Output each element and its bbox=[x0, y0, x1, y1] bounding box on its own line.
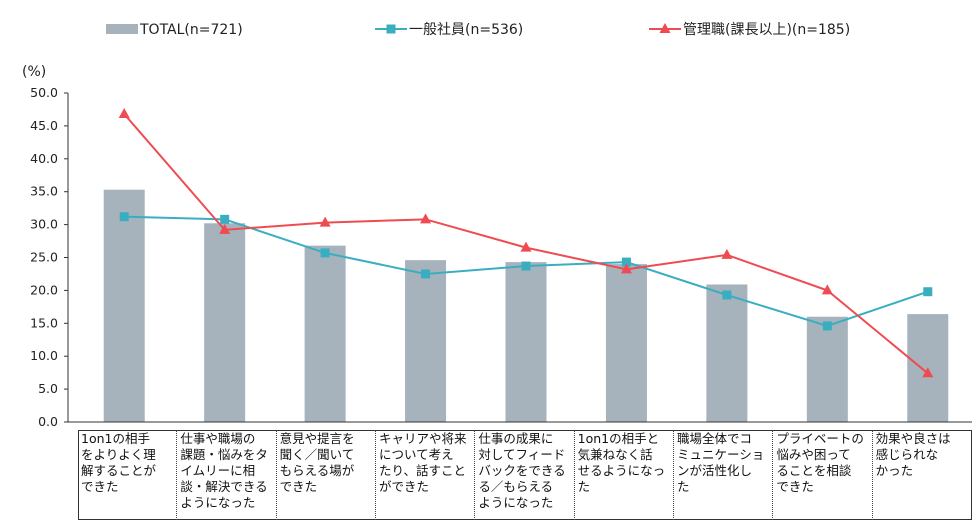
x-category-label: 意見や提言を 聞く／聞いて もらえる場が できた bbox=[277, 430, 376, 520]
y-tick-label: 40.0 bbox=[30, 151, 58, 166]
legend-marker bbox=[659, 23, 671, 33]
x-category-label: 1on1の相手と 気兼ねなく話 せるようになっ た bbox=[575, 430, 674, 520]
y-unit-label: (%) bbox=[22, 64, 46, 80]
triangle-marker bbox=[420, 213, 432, 224]
y-tick-label: 30.0 bbox=[30, 217, 58, 232]
y-tick-label: 25.0 bbox=[30, 250, 58, 265]
line-series bbox=[118, 108, 934, 378]
triangle-marker bbox=[319, 216, 331, 227]
triangle-marker bbox=[922, 367, 934, 378]
legend-label: 一般社員(n=536) bbox=[409, 22, 523, 38]
y-tick-label: 5.0 bbox=[38, 381, 58, 396]
bar bbox=[405, 260, 447, 422]
x-category-label: プライベートの 悩みや困って ることを相談 できた bbox=[773, 430, 873, 520]
y-tick-label: 15.0 bbox=[30, 315, 58, 330]
legend-marker bbox=[386, 24, 396, 34]
square-marker bbox=[220, 214, 230, 224]
bar bbox=[806, 316, 848, 422]
y-tick-label: 0.0 bbox=[38, 414, 58, 429]
bar bbox=[103, 189, 145, 422]
y-tick-label: 10.0 bbox=[30, 348, 58, 363]
square-marker bbox=[722, 290, 732, 300]
legend-label: TOTAL(n=721) bbox=[139, 22, 243, 38]
x-category-label: 効果や良さは 感じられな かった bbox=[875, 431, 951, 478]
bar bbox=[304, 245, 346, 422]
square-marker bbox=[421, 269, 431, 279]
triangle-marker bbox=[620, 263, 632, 274]
bar-series bbox=[103, 189, 949, 422]
triangle-marker bbox=[118, 108, 130, 119]
bar bbox=[505, 262, 547, 422]
triangle-marker bbox=[520, 241, 532, 252]
square-marker bbox=[923, 287, 933, 297]
chart-area: TOTAL(n=721) 一般社員(n=536) 管理職(課長以上)(n=185) … bbox=[22, 22, 972, 429]
square-marker bbox=[521, 261, 531, 271]
bar bbox=[706, 284, 748, 422]
square-marker bbox=[119, 212, 129, 222]
legend-label: 管理職(課長以上)(n=185) bbox=[683, 22, 850, 38]
y-tick-label: 20.0 bbox=[30, 282, 58, 297]
y-tick-label: 35.0 bbox=[30, 184, 58, 199]
x-category-label: 職場全体でコ ミュニケーショ ンが活性化し た bbox=[674, 430, 774, 520]
y-tick-label: 45.0 bbox=[30, 118, 58, 133]
legend: TOTAL(n=721) 一般社員(n=536) 管理職(課長以上)(n=185) bbox=[106, 22, 850, 38]
bar bbox=[605, 264, 647, 422]
square-marker bbox=[320, 248, 330, 258]
triangle-marker bbox=[219, 223, 231, 234]
triangle-marker bbox=[821, 284, 833, 295]
y-tick-label: 50.0 bbox=[30, 85, 58, 100]
square-marker bbox=[822, 321, 832, 331]
triangle-marker bbox=[721, 248, 733, 259]
x-category-label: 仕事の成果に 対してフィード バックをできる る／もらえる ようになった bbox=[475, 430, 575, 520]
x-category-label: 仕事や職場の 課題・悩みをタ イムリーに相 談・解決できる ようになった bbox=[177, 430, 277, 520]
bar bbox=[204, 223, 246, 422]
x-category-label: キャリアや将来 について考え たり、話すこと ができた bbox=[376, 430, 476, 520]
category-table bbox=[78, 430, 972, 520]
y-axis: 0.0 5.0 10.0 15.0 20.0 25.0 30.0 35.0 40.0 45.0 50… bbox=[30, 85, 69, 429]
legend-swatch bbox=[106, 24, 138, 34]
x-category-label: 1on1の相手 をよりよく理 解することが できた bbox=[78, 430, 178, 520]
square-marker bbox=[621, 257, 631, 267]
